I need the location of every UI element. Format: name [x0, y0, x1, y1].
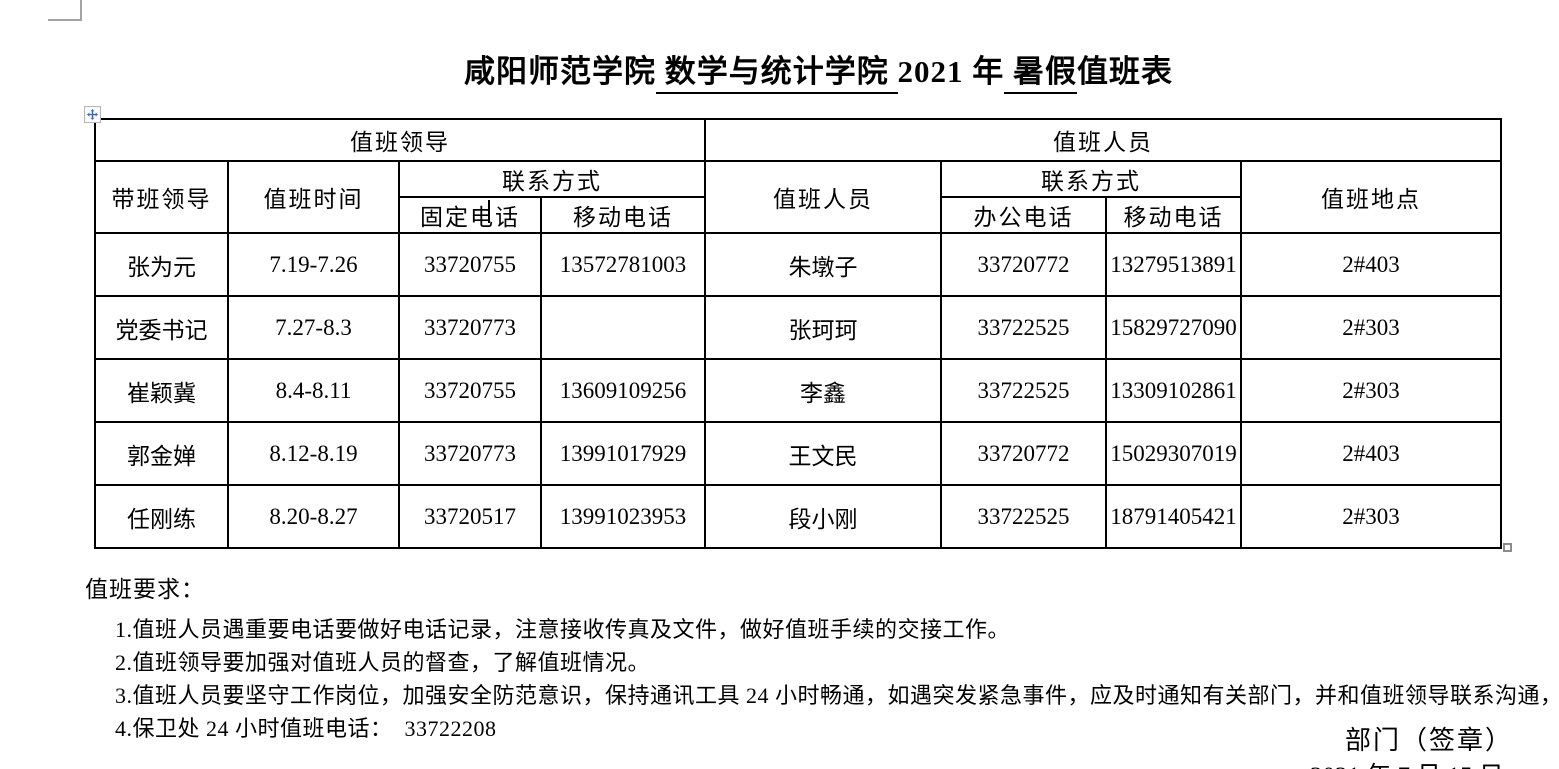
- cell-duty-time[interactable]: 7.19-7.26: [227, 232, 400, 297]
- cell-office-phone[interactable]: 33722525: [940, 484, 1107, 549]
- cell-staff-name[interactable]: 张珂珂: [704, 295, 942, 360]
- cell-landline[interactable]: 33720773: [398, 295, 542, 360]
- cell-leader-name[interactable]: 崔颖冀: [94, 358, 229, 423]
- cell-location[interactable]: 2#303: [1240, 358, 1502, 423]
- table-move-handle[interactable]: [84, 106, 101, 123]
- cell-leader-name[interactable]: 张为元: [94, 232, 229, 297]
- duty-schedule-table: 值班领导 值班人员 带班领导 值班时间 联系方式 值班人员 联系方式 值班地点 …: [94, 118, 1502, 549]
- signature-label: 部门（签章）: [1345, 726, 1514, 755]
- cell-office-phone[interactable]: 33720772: [940, 232, 1107, 297]
- cell-leader-name[interactable]: 党委书记: [94, 295, 229, 360]
- cell-staff-name[interactable]: 李鑫: [704, 358, 942, 423]
- header-landline-phone[interactable]: 固定电话: [398, 196, 542, 234]
- cell-landline[interactable]: 33720755: [398, 358, 542, 423]
- cell-duty-time[interactable]: 8.12-8.19: [227, 421, 400, 486]
- text-cursor: [488, 200, 490, 223]
- cell-mobile[interactable]: [540, 295, 706, 360]
- requirement-item: 4.保卫处 24 小时值班电话： 33722208: [115, 716, 497, 741]
- cell-staff-mobile[interactable]: 15829727090: [1105, 295, 1242, 360]
- group-header-duty-staff[interactable]: 值班人员: [704, 118, 1502, 162]
- requirement-item: 3.值班人员要坚守工作岗位，加强安全防范意识，保持通讯工具 24 小时畅通，如遇…: [115, 683, 1559, 708]
- cell-duty-time[interactable]: 8.20-8.27: [227, 484, 400, 549]
- cell-location[interactable]: 2#403: [1240, 232, 1502, 297]
- cell-office-phone[interactable]: 33722525: [940, 358, 1107, 423]
- title-segment: 2021 年: [897, 54, 1005, 89]
- table-row: 郭金婵 8.12-8.19 33720773 13991017929 王文民 3…: [94, 421, 1502, 486]
- duty-requirements: 值班要求： 1.值班人员遇重要电话要做好电话记录，注意接收传真及文件，做好值班手…: [85, 570, 1559, 745]
- cell-mobile[interactable]: 13991023953: [540, 484, 706, 549]
- cell-staff-name[interactable]: 段小刚: [704, 484, 942, 549]
- document-title: 咸阳师范学院 数学与统计学院 2021 年 暑假值班表: [0, 46, 1559, 94]
- title-segment: 值班表: [1077, 54, 1173, 89]
- header-mobile-phone-left[interactable]: 移动电话: [540, 196, 706, 234]
- table-row: 崔颖冀 8.4-8.11 33720755 13609109256 李鑫 337…: [94, 358, 1502, 423]
- table-row: 党委书记 7.27-8.3 33720773 张珂珂 33722525 1582…: [94, 295, 1502, 360]
- requirements-heading: 值班要求：: [85, 577, 205, 602]
- cell-location[interactable]: 2#303: [1240, 484, 1502, 549]
- cell-mobile[interactable]: 13991017929: [540, 421, 706, 486]
- cell-location[interactable]: 2#403: [1240, 421, 1502, 486]
- cell-mobile[interactable]: 13572781003: [540, 232, 706, 297]
- header-mobile-phone-right[interactable]: 移动电话: [1105, 196, 1242, 234]
- table-row: 张为元 7.19-7.26 33720755 13572781003 朱墩子 3…: [94, 232, 1502, 297]
- requirements-list: 1.值班人员遇重要电话要做好电话记录，注意接收传真及文件，做好值班手续的交接工作…: [115, 613, 1559, 745]
- title-underlined-term: 暑假: [1004, 54, 1077, 94]
- title-segment: 咸阳师范学院: [464, 54, 656, 89]
- header-duty-location[interactable]: 值班地点: [1240, 160, 1502, 234]
- cell-location[interactable]: 2#303: [1240, 295, 1502, 360]
- cell-mobile[interactable]: 13609109256: [540, 358, 706, 423]
- requirement-item: 1.值班人员遇重要电话要做好电话记录，注意接收传真及文件，做好值班手续的交接工作…: [115, 617, 1011, 642]
- title-underlined-department: 数学与统计学院: [656, 54, 898, 94]
- cell-staff-mobile[interactable]: 13309102861: [1105, 358, 1242, 423]
- group-header-duty-leaders[interactable]: 值班领导: [94, 118, 706, 162]
- cell-leader-name[interactable]: 任刚练: [94, 484, 229, 549]
- header-staff-name[interactable]: 值班人员: [704, 160, 942, 234]
- header-leader-name[interactable]: 带班领导: [94, 160, 229, 234]
- cell-landline[interactable]: 33720755: [398, 232, 542, 297]
- header-contact-left[interactable]: 联系方式: [398, 160, 706, 198]
- header-duty-time[interactable]: 值班时间: [227, 160, 400, 234]
- move-icon: [87, 109, 98, 120]
- cell-landline[interactable]: 33720517: [398, 484, 542, 549]
- cell-staff-mobile[interactable]: 13279513891: [1105, 232, 1242, 297]
- requirement-item: 2.值班领导要加强对值班人员的督查，了解值班情况。: [115, 650, 651, 675]
- cell-duty-time[interactable]: 7.27-8.3: [227, 295, 400, 360]
- date-label: 2021 年 7 月 15 日: [1310, 756, 1504, 769]
- cell-staff-mobile[interactable]: 18791405421: [1105, 484, 1242, 549]
- header-contact-right[interactable]: 联系方式: [940, 160, 1242, 198]
- cell-staff-name[interactable]: 朱墩子: [704, 232, 942, 297]
- cell-landline[interactable]: 33720773: [398, 421, 542, 486]
- table-row: 任刚练 8.20-8.27 33720517 13991023953 段小刚 3…: [94, 484, 1502, 549]
- cell-staff-mobile[interactable]: 15029307019: [1105, 421, 1242, 486]
- cell-duty-time[interactable]: 8.4-8.11: [227, 358, 400, 423]
- cell-office-phone[interactable]: 33720772: [940, 421, 1107, 486]
- text-boundary-corner-mark: [48, 0, 82, 21]
- header-office-phone[interactable]: 办公电话: [940, 196, 1107, 234]
- cell-office-phone[interactable]: 33722525: [940, 295, 1107, 360]
- cell-leader-name[interactable]: 郭金婵: [94, 421, 229, 486]
- cell-staff-name[interactable]: 王文民: [704, 421, 942, 486]
- table-resize-handle[interactable]: [1503, 543, 1512, 552]
